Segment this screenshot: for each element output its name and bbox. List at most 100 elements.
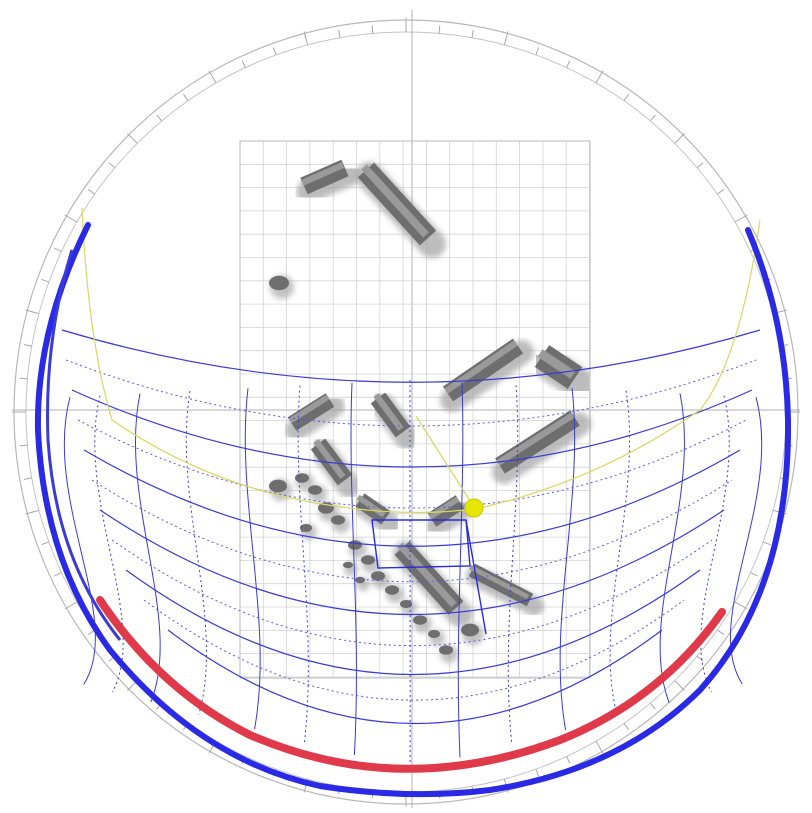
hour-line xyxy=(507,385,519,745)
building-roof xyxy=(397,542,457,608)
azimuth-tick xyxy=(595,70,604,84)
winter-arc-left xyxy=(34,222,792,798)
horizon-line xyxy=(81,207,761,514)
building xyxy=(269,479,292,501)
sun-path-arc xyxy=(91,479,733,583)
azimuth-tick xyxy=(535,47,540,56)
hour-line xyxy=(185,391,207,715)
building-body xyxy=(355,576,365,584)
building-roof xyxy=(288,394,330,424)
azimuth-tick xyxy=(750,572,758,577)
azimuth-tick xyxy=(595,740,604,754)
building-body xyxy=(343,561,353,569)
azimuth-tick xyxy=(503,31,509,46)
sun-path-arc xyxy=(99,509,725,615)
azimuth-tick xyxy=(696,162,704,169)
building xyxy=(285,393,345,441)
building-body xyxy=(442,338,524,402)
hour-line xyxy=(700,395,730,693)
building xyxy=(400,600,417,616)
azimuth-tick xyxy=(156,114,163,122)
building xyxy=(308,485,327,503)
building-body xyxy=(495,410,580,474)
building-body xyxy=(331,515,345,525)
azimuth-tick xyxy=(54,247,62,252)
azimuth-tick xyxy=(23,344,32,347)
building-body xyxy=(348,540,362,550)
hour-line xyxy=(729,397,763,685)
sun-path-arc xyxy=(143,599,685,701)
azimuth-tick xyxy=(87,189,96,195)
building xyxy=(439,645,458,663)
hour-line xyxy=(659,393,685,704)
azimuth-tick xyxy=(716,189,725,195)
azimuth-tick xyxy=(183,93,189,102)
building xyxy=(428,630,445,646)
azimuth-tick xyxy=(54,572,62,577)
azimuth-tick xyxy=(64,601,78,610)
hour-line xyxy=(297,385,309,743)
building-body xyxy=(428,630,440,638)
azimuth-tick xyxy=(734,214,748,223)
azimuth-tick xyxy=(272,47,277,56)
hour-line xyxy=(559,387,576,731)
summer-arc xyxy=(96,596,726,773)
building xyxy=(370,392,419,450)
building xyxy=(440,338,534,412)
azimuth-tick xyxy=(734,601,748,610)
azimuth-tick xyxy=(471,29,474,38)
building-roof xyxy=(496,412,575,466)
building xyxy=(385,585,404,603)
hour-line xyxy=(457,382,464,758)
building-body xyxy=(308,485,322,495)
building-body xyxy=(269,275,289,291)
azimuth-tick xyxy=(649,702,656,710)
building xyxy=(371,571,390,589)
azimuth-tick xyxy=(19,377,28,380)
sun-path-arc xyxy=(83,449,741,547)
building xyxy=(413,615,432,633)
building xyxy=(530,345,595,400)
azimuth-tick xyxy=(64,214,78,223)
current-hour-box xyxy=(371,519,471,569)
azimuth-tick xyxy=(303,31,309,46)
building xyxy=(343,561,358,576)
azimuth-tick xyxy=(623,93,629,102)
azimuth-tick xyxy=(696,655,704,662)
hour-line xyxy=(350,382,357,756)
building-body xyxy=(385,585,399,595)
building xyxy=(461,623,484,645)
building xyxy=(296,159,361,204)
azimuth-tick xyxy=(623,722,629,731)
building xyxy=(361,555,380,573)
azimuth-ticks xyxy=(12,18,800,806)
building-body xyxy=(461,623,479,637)
building xyxy=(310,438,361,498)
building-body xyxy=(361,555,375,565)
building-body xyxy=(413,615,427,625)
building-roof xyxy=(468,564,530,600)
azimuth-tick xyxy=(41,541,50,546)
winter-arc-inner xyxy=(46,249,122,641)
sun-path-grid xyxy=(61,329,763,770)
building xyxy=(492,410,591,484)
azimuth-tick xyxy=(338,29,341,38)
building-body xyxy=(439,645,453,655)
building xyxy=(331,515,350,533)
building-body xyxy=(287,393,335,431)
azimuth-tick xyxy=(25,309,40,315)
building-body xyxy=(269,479,287,493)
azimuth-tick xyxy=(127,133,138,144)
building-roof xyxy=(428,496,460,520)
building-roof xyxy=(361,164,429,238)
buildings-layer xyxy=(269,159,595,663)
azimuth-tick xyxy=(208,70,217,84)
azimuth-tick xyxy=(649,114,656,122)
building-body xyxy=(300,159,349,195)
azimuth-tick xyxy=(371,25,374,34)
building-roof xyxy=(300,162,345,186)
azimuth-tick xyxy=(535,768,540,777)
azimuth-tick xyxy=(23,477,32,480)
